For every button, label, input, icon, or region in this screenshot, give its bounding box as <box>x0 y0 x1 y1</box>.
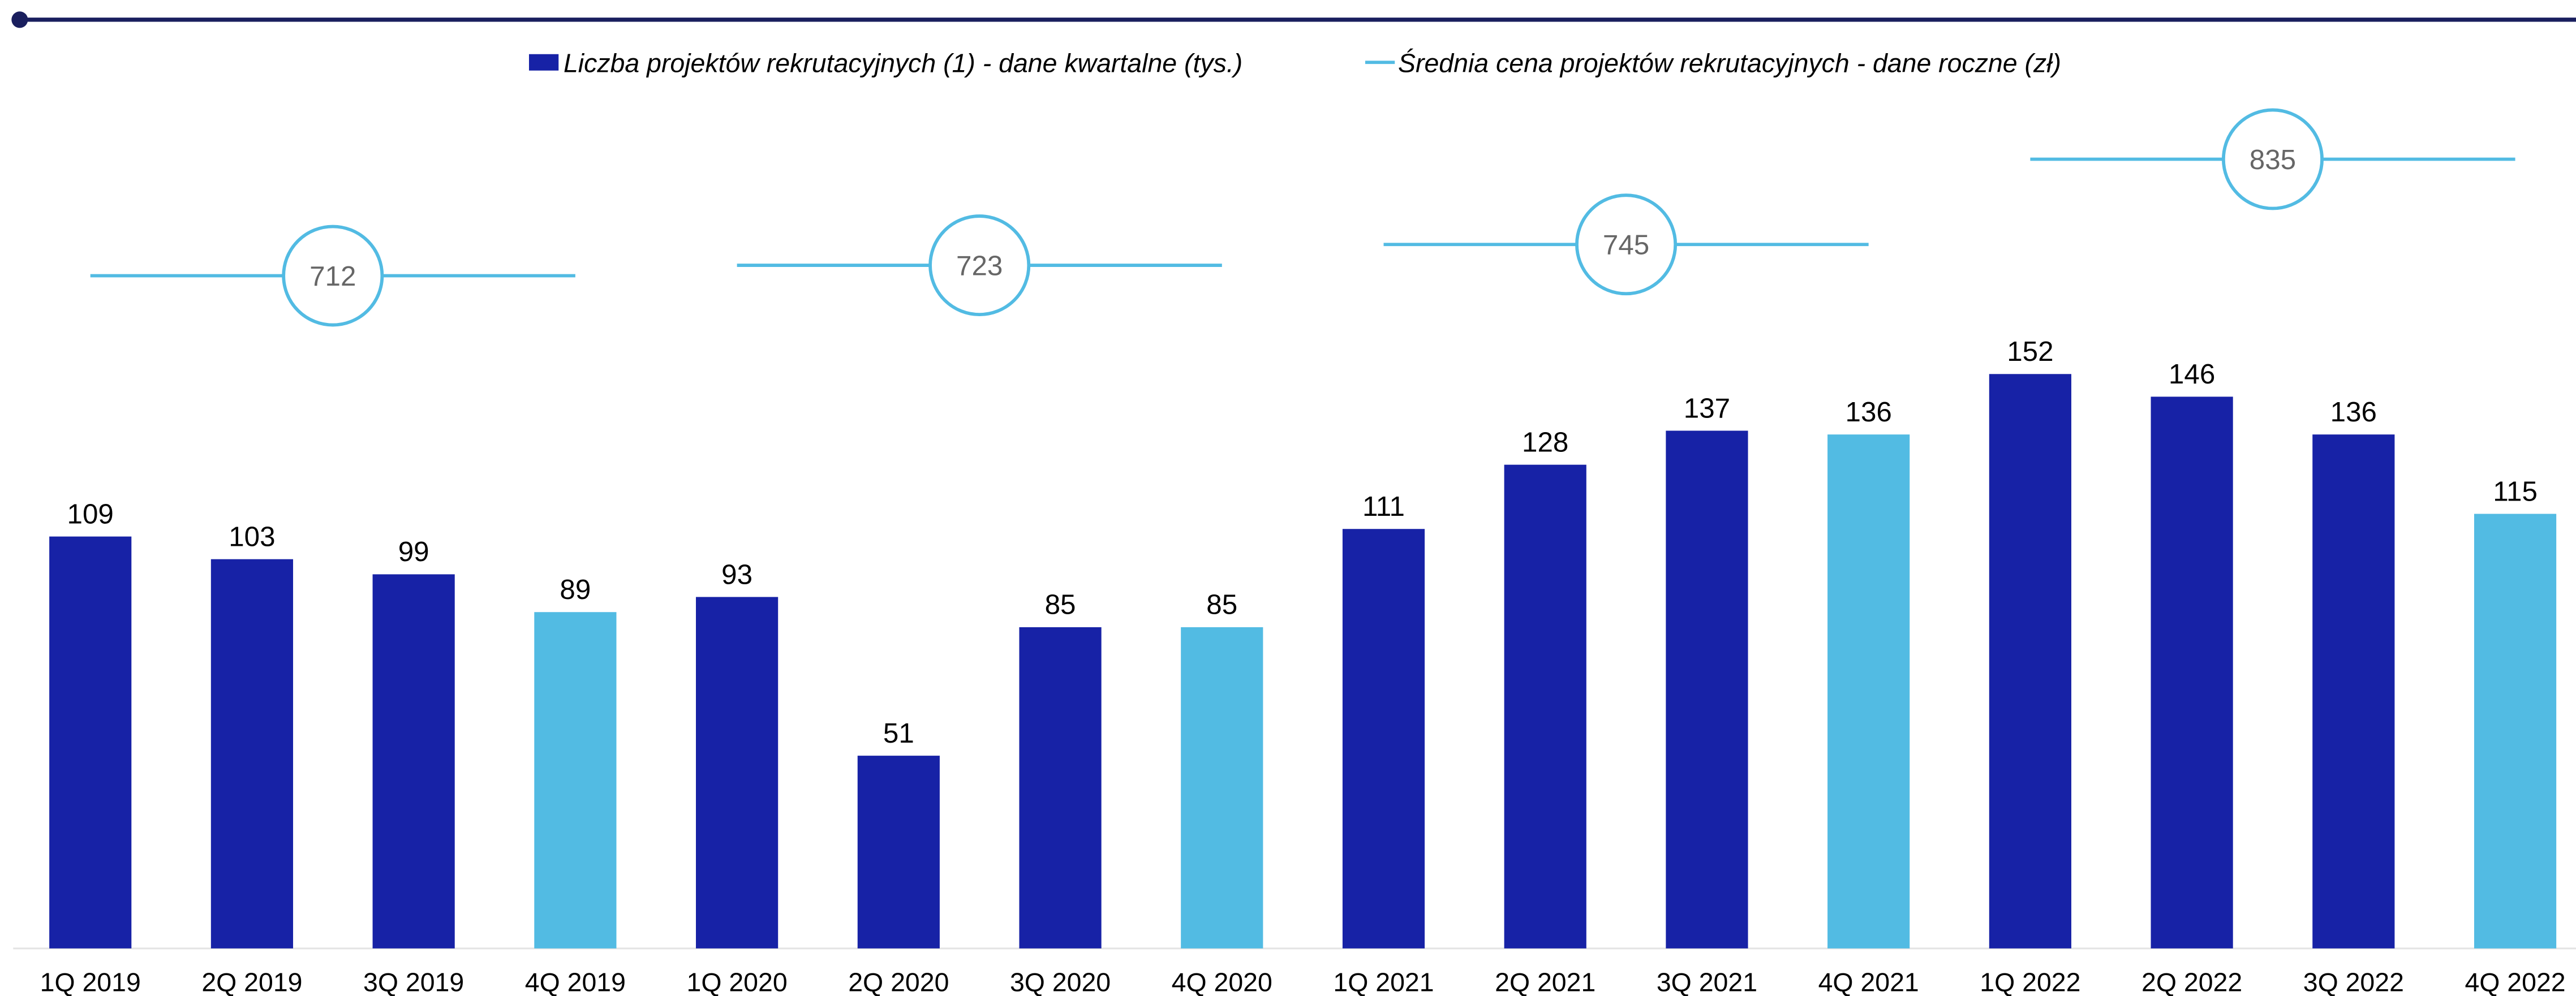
header-dot <box>11 11 28 28</box>
legend-label: Średnia cena projektów rekrutacyjnych - … <box>1398 49 2061 78</box>
x-tick-label: 4Q 2020 <box>1172 967 1272 996</box>
data-label: 115 <box>2493 476 2538 507</box>
bar <box>1342 529 1425 948</box>
bar <box>696 597 779 948</box>
data-label: 103 <box>229 521 275 552</box>
bar <box>372 574 455 948</box>
annual-marker <box>928 214 1031 317</box>
bar <box>534 612 617 948</box>
data-label: 85 <box>1045 589 1076 620</box>
annual-label: 745 <box>1603 230 1649 261</box>
data-label: 99 <box>398 536 429 567</box>
legend-label: Liczba projektów rekrutacyjnych (1) - da… <box>564 49 1242 78</box>
x-tick-label: 3Q 2020 <box>1010 967 1111 996</box>
data-label: 111 <box>1362 491 1405 522</box>
bar <box>210 559 294 948</box>
x-tick-label: 3Q 2022 <box>2303 967 2404 996</box>
data-label: 89 <box>560 574 591 605</box>
data-label: 136 <box>1845 396 1891 428</box>
data-label: 128 <box>1522 426 1568 458</box>
bar <box>2151 396 2233 948</box>
bar <box>1181 627 1263 948</box>
bar <box>1989 374 2071 948</box>
annual-marker <box>282 225 384 327</box>
annual-label: 723 <box>956 251 1003 282</box>
bar <box>49 536 132 948</box>
bar <box>1827 434 1910 948</box>
data-label: 109 <box>67 498 114 529</box>
annual-label: 712 <box>309 261 356 292</box>
bar <box>857 756 940 948</box>
x-tick-label: 4Q 2021 <box>1818 967 1919 996</box>
data-label: 146 <box>2169 359 2215 390</box>
data-label: 152 <box>2007 336 2053 367</box>
x-tick-label: 2Q 2019 <box>201 967 302 996</box>
data-label: 51 <box>883 718 914 749</box>
x-tick-label: 2Q 2021 <box>1495 967 1596 996</box>
legend-swatch <box>528 54 559 71</box>
data-label: 137 <box>1684 393 1730 424</box>
bar <box>1019 627 1102 948</box>
data-label: 85 <box>1206 589 1237 620</box>
x-tick-label: 1Q 2020 <box>687 967 788 996</box>
x-tick-label: 2Q 2022 <box>2141 967 2242 996</box>
annual-marker <box>1575 193 1678 296</box>
x-tick-label: 1Q 2019 <box>40 967 141 996</box>
x-tick-label: 3Q 2021 <box>1657 967 1757 996</box>
x-tick-label: 1Q 2022 <box>1980 967 2080 996</box>
x-tick-label: 2Q 2020 <box>848 967 949 996</box>
bar <box>2312 434 2395 948</box>
annual-label: 835 <box>2250 144 2296 175</box>
bar <box>1504 464 1586 948</box>
bar <box>2474 514 2557 948</box>
x-tick-label: 4Q 2022 <box>2465 967 2565 996</box>
x-tick-label: 1Q 2021 <box>1333 967 1434 996</box>
annual-marker <box>2221 108 2324 210</box>
data-label: 136 <box>2330 396 2377 428</box>
x-tick-label: 4Q 2019 <box>525 967 626 996</box>
x-tick-label: 3Q 2019 <box>363 967 464 996</box>
bar <box>1666 430 1748 948</box>
data-label: 93 <box>721 559 752 590</box>
